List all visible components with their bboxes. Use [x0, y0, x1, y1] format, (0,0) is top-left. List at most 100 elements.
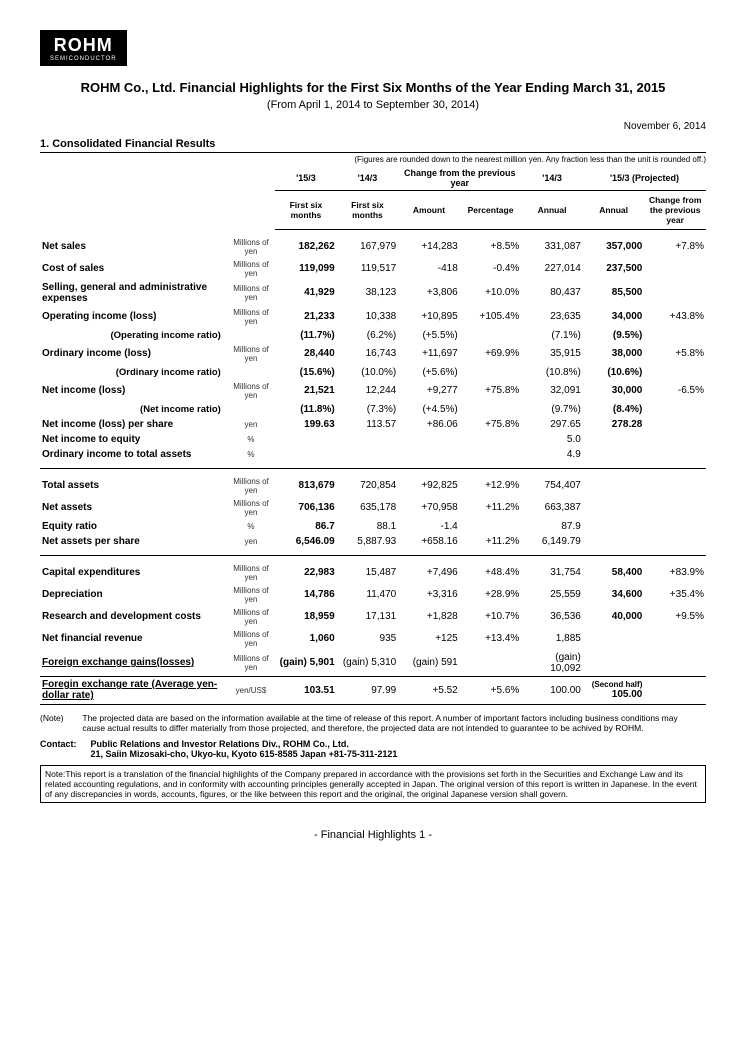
cell: +12.9% [460, 475, 522, 497]
hdr-fsm2: First six months [337, 191, 399, 230]
row-unit: Millions of yen [227, 306, 275, 328]
cell: +9.5% [644, 606, 706, 628]
cell: +70,958 [398, 497, 460, 519]
hdr-change-prev: Change from the previous year [644, 191, 706, 230]
cell: 6,546.09 [275, 534, 337, 549]
cell: +1,828 [398, 606, 460, 628]
cell: +5.6% [460, 677, 522, 704]
cell [583, 432, 645, 447]
row-label: Net sales [40, 236, 227, 258]
row-unit: Millions of yen [227, 258, 275, 280]
cell: 706,136 [275, 497, 337, 519]
cell: +8.5% [460, 236, 522, 258]
cell: 22,983 [275, 562, 337, 584]
cell: -418 [398, 258, 460, 280]
cell: 34,600 [583, 584, 645, 606]
table-row: Ordinary income to total assets%4.9 [40, 447, 706, 462]
cell: 11,470 [337, 584, 399, 606]
cell: (8.4%) [583, 402, 645, 417]
row-unit [227, 402, 275, 417]
boxed-note: Note:This report is a translation of the… [40, 765, 706, 803]
cell: 720,854 [337, 475, 399, 497]
row-label: Cost of sales [40, 258, 227, 280]
note-label: (Note) [40, 713, 80, 723]
figures-note: (Figures are rounded down to the nearest… [40, 155, 706, 164]
cell: 28,440 [275, 343, 337, 365]
cell [644, 475, 706, 497]
table-row: (Ordinary income ratio)(15.6%)(10.0%)(+5… [40, 365, 706, 380]
cell: 4.9 [521, 447, 583, 462]
cell: +11.2% [460, 534, 522, 549]
table-row: Selling, general and administrative expe… [40, 280, 706, 306]
cell: 754,407 [521, 475, 583, 497]
cell: +75.8% [460, 380, 522, 402]
cell: 103.51 [275, 677, 337, 704]
row-label: Equity ratio [40, 519, 227, 534]
cell: (7.1%) [521, 328, 583, 343]
cell: 85,500 [583, 280, 645, 306]
contact-block: Contact: Public Relations and Investor R… [40, 739, 706, 759]
table-row: DepreciationMillions of yen14,78611,470+… [40, 584, 706, 606]
cell: (10.0%) [337, 365, 399, 380]
cell: (gain) 5,310 [337, 650, 399, 676]
cell [644, 432, 706, 447]
cell: (gain) 591 [398, 650, 460, 676]
cell [583, 534, 645, 549]
cell: (gain) 10,092 [521, 650, 583, 676]
hdr-annual: Annual [521, 191, 583, 230]
cell [583, 497, 645, 519]
row-unit [227, 328, 275, 343]
cell: +105.4% [460, 306, 522, 328]
cell: 182,262 [275, 236, 337, 258]
cell: (+5.6%) [398, 365, 460, 380]
hdr-14-3-annual: '14/3 [521, 166, 583, 191]
cell: (6.2%) [337, 328, 399, 343]
table-row: Ordinary income (loss)Millions of yen28,… [40, 343, 706, 365]
cell: +28.9% [460, 584, 522, 606]
cell: 635,178 [337, 497, 399, 519]
cell [460, 650, 522, 676]
hdr-annual2: Annual [583, 191, 645, 230]
cell: (10.8%) [521, 365, 583, 380]
row-label: Total assets [40, 475, 227, 497]
cell: (10.6%) [583, 365, 645, 380]
row-label: Foreign exchange gains(losses) [40, 650, 227, 676]
cell: +3,806 [398, 280, 460, 306]
cell: (9.5%) [583, 328, 645, 343]
cell: (gain) 5,901 [275, 650, 337, 676]
table-row: (Net income ratio)(11.8%)(7.3%)(+4.5%)(9… [40, 402, 706, 417]
cell: +10.7% [460, 606, 522, 628]
cell: +11,697 [398, 343, 460, 365]
cell: +11.2% [460, 497, 522, 519]
cell: +48.4% [460, 562, 522, 584]
row-label: Net income (loss) [40, 380, 227, 402]
section-heading: 1. Consolidated Financial Results [40, 138, 706, 153]
row-unit: Millions of yen [227, 606, 275, 628]
page-title: ROHM Co., Ltd. Financial Highlights for … [40, 80, 706, 95]
row-unit: % [227, 447, 275, 462]
cell: 32,091 [521, 380, 583, 402]
row-label: Depreciation [40, 584, 227, 606]
cell: 97.99 [337, 677, 399, 704]
cell [583, 519, 645, 534]
cell [275, 432, 337, 447]
cell: +5.52 [398, 677, 460, 704]
cell [644, 365, 706, 380]
row-label: Net financial revenue [40, 628, 227, 650]
report-date: November 6, 2014 [40, 121, 706, 132]
cell: 1,060 [275, 628, 337, 650]
cell [583, 475, 645, 497]
cell: +125 [398, 628, 460, 650]
table-row: Operating income (loss)Millions of yen21… [40, 306, 706, 328]
row-label: Capital expenditures [40, 562, 227, 584]
financial-table: '15/3 '14/3 Change from the previous yea… [40, 166, 706, 705]
hdr-fsm1: First six months [275, 191, 337, 230]
cell: +10,895 [398, 306, 460, 328]
cell: (Second half)105.00 [583, 677, 645, 704]
cell: -6.5% [644, 380, 706, 402]
cell: 167,979 [337, 236, 399, 258]
table-row: Net income (loss)Millions of yen21,52112… [40, 380, 706, 402]
cell: 17,131 [337, 606, 399, 628]
cell: 34,000 [583, 306, 645, 328]
cell [583, 447, 645, 462]
